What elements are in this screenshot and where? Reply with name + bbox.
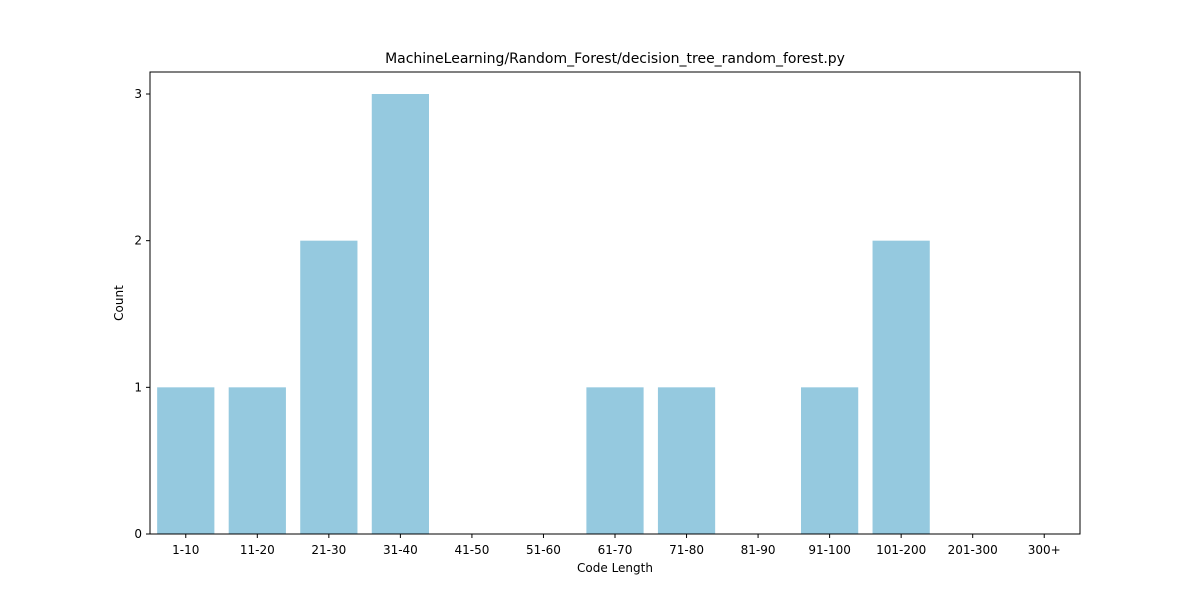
x-tick-label: 21-30 (311, 543, 346, 557)
bar-61-70 (586, 387, 644, 534)
y-axis-label: Count (112, 285, 126, 321)
bar-21-30 (300, 240, 358, 534)
y-tick-label: 1 (134, 380, 142, 394)
y-ticks-group: 0 1 2 3 (134, 87, 150, 541)
bar-101-200 (872, 240, 930, 534)
x-tick-label: 61-70 (598, 543, 633, 557)
plot-frame (149, 71, 1081, 535)
x-tick-label: 91-100 (808, 543, 851, 557)
x-ticks-group: 1-10 11-20 21-30 31-40 41-50 51-60 61-70 71-80 8… (172, 534, 1061, 557)
x-axis-label: Code Length (577, 561, 653, 575)
x-tick-label: 201-300 (948, 543, 998, 557)
x-tick-label: 31-40 (383, 543, 418, 557)
x-tick-label: 300+ (1028, 543, 1061, 557)
x-tick-label: 71-80 (669, 543, 704, 557)
bar-91-100 (801, 387, 859, 534)
bar-31-40 (371, 94, 429, 534)
x-tick-label: 101-200 (876, 543, 926, 557)
y-tick-label: 3 (134, 87, 142, 101)
bar-11-20 (228, 387, 286, 534)
x-tick-label: 51-60 (526, 543, 561, 557)
bars-group (157, 94, 930, 534)
y-tick-label: 0 (134, 527, 142, 541)
x-tick-label: 1-10 (172, 543, 199, 557)
chart-title: MachineLearning/Random_Forest/decision_t… (385, 51, 845, 67)
x-tick-label: 81-90 (741, 543, 776, 557)
bar-71-80 (657, 387, 716, 534)
x-tick-label: 41-50 (454, 543, 489, 557)
x-tick-label: 11-20 (240, 543, 275, 557)
y-tick-label: 2 (134, 234, 142, 248)
bar-1-10 (157, 387, 215, 534)
